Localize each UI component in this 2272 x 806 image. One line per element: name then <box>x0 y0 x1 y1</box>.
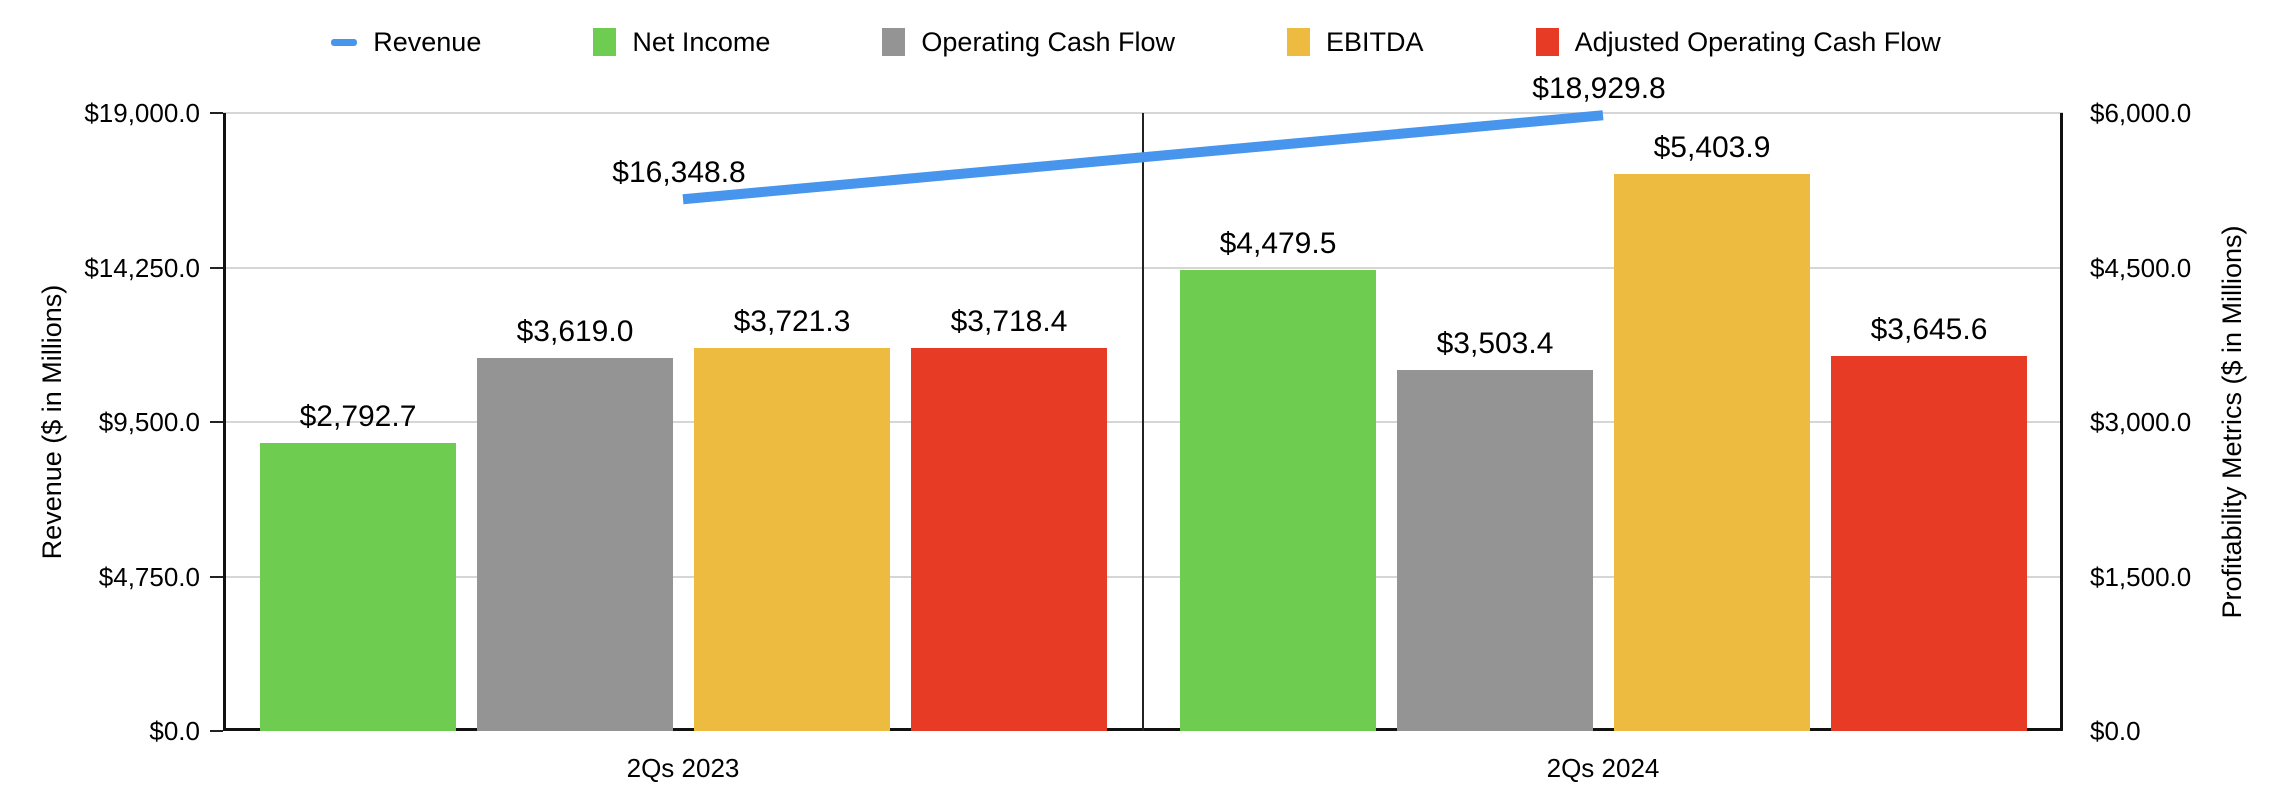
bar-label-net-income-2qs-2024: $4,479.5 <box>1219 226 1337 260</box>
right-axis-tick-label: $4,500.0 <box>2090 252 2192 283</box>
left-axis-tick-label: $0.0 <box>149 716 200 746</box>
bar-adjusted-operating-cash-flow-2qs-2024 <box>1831 355 2027 731</box>
left-axis-tick-label: $14,250.0 <box>84 252 200 283</box>
bar-ebitda-2qs-2023 <box>694 347 890 731</box>
legend-item-ebitda: EBITDA <box>1287 27 1424 57</box>
legend-item-revenue: Revenue <box>331 27 481 57</box>
legend-item-adjusted-operating-cash-flow: Adjusted Operating Cash Flow <box>1535 27 1941 57</box>
square-swatch-icon-operating-cash-flow <box>882 28 906 56</box>
bar-ebitda-2qs-2024 <box>1614 174 1810 731</box>
bar-net-income-2qs-2023 <box>260 443 456 731</box>
right-axis-tick-label: $3,000.0 <box>2090 407 2192 437</box>
square-swatch-icon-net-income <box>593 28 617 56</box>
bar-label-adjusted-operating-cash-flow-2qs-2024: $3,645.6 <box>1870 312 1988 346</box>
left-axis-tick-label: $9,500.0 <box>98 407 200 437</box>
bar-label-ebitda-2qs-2024: $5,403.9 <box>1653 131 1771 165</box>
panel-divider <box>1142 113 1144 731</box>
bar-net-income-2qs-2024 <box>1180 269 1376 731</box>
line-swatch-icon-revenue <box>331 38 358 46</box>
left-axis-tick-mark <box>210 730 223 732</box>
line-label-revenue-2qs-2024: $18,929.8 <box>1532 72 1666 106</box>
square-swatch-icon-adjusted-operating-cash-flow <box>1535 28 1559 56</box>
square-swatch-icon-ebitda <box>1287 28 1311 56</box>
legend-item-net-income: Net Income <box>593 27 770 57</box>
left-axis-tick-mark <box>210 421 223 423</box>
bar-label-operating-cash-flow-2qs-2024: $3,503.4 <box>1436 327 1554 361</box>
legend-label-net-income: Net Income <box>632 27 771 57</box>
bar-label-ebitda-2qs-2023: $3,721.3 <box>733 304 851 338</box>
right-axis-title: Profitability Metrics ($ in Millions) <box>2217 225 2247 619</box>
legend-label-ebitda: EBITDA <box>1326 27 1424 57</box>
right-axis-tick-label: $1,500.0 <box>2090 561 2192 592</box>
bar-operating-cash-flow-2qs-2024 <box>1397 370 1593 731</box>
bar-adjusted-operating-cash-flow-2qs-2023 <box>911 348 1107 731</box>
left-axis-title: Revenue ($ in Millions) <box>37 284 67 560</box>
right-axis-tick-label: $6,000.0 <box>2090 98 2192 128</box>
legend-label-operating-cash-flow: Operating Cash Flow <box>921 27 1176 57</box>
right-axis-tick-label: $0.0 <box>2090 716 2141 746</box>
bar-label-operating-cash-flow-2qs-2023: $3,619.0 <box>516 315 634 349</box>
bar-operating-cash-flow-2qs-2023 <box>477 358 673 731</box>
legend-item-operating-cash-flow: Operating Cash Flow <box>882 27 1175 57</box>
legend-label-adjusted-operating-cash-flow: Adjusted Operating Cash Flow <box>1574 27 1941 57</box>
left-axis-tick-mark <box>210 112 223 114</box>
bar-label-net-income-2qs-2023: $2,792.7 <box>299 400 417 434</box>
left-axis-tick-mark <box>210 575 223 578</box>
x-axis-label-2qs-2024: 2Qs 2024 <box>1546 753 1660 783</box>
left-axis-tick-label: $19,000.0 <box>84 98 200 128</box>
x-axis-label-2qs-2023: 2Qs 2023 <box>626 753 740 783</box>
left-axis-tick-label: $4,750.0 <box>98 561 200 592</box>
bar-label-adjusted-operating-cash-flow-2qs-2023: $3,718.4 <box>950 305 1068 338</box>
legend: Revenue Net Income Operating Cash Flow EBIT… <box>0 18 2272 66</box>
legend-label-revenue: Revenue <box>373 27 482 57</box>
left-axis-tick-mark <box>210 266 223 269</box>
line-label-revenue-2qs-2023: $16,348.8 <box>612 156 746 190</box>
